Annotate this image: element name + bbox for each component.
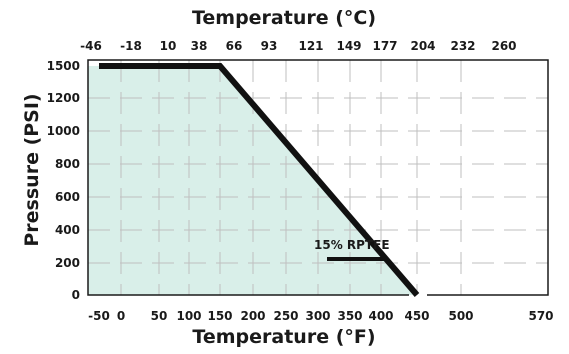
x-axis-ticks: -50 0 50 100 150 200 250 300 350 400 450 500 570 xyxy=(88,309,553,323)
x-tick-label: 100 xyxy=(176,309,201,323)
x-tick-label: 0 xyxy=(117,309,125,323)
top-tick-label: 93 xyxy=(261,39,278,53)
x-axis-title: Temperature (°F) xyxy=(192,326,375,348)
top-tick-label: 38 xyxy=(191,39,208,53)
top-axis-ticks: -46 -18 10 38 66 93 121 149 177 204 232 260 xyxy=(80,39,516,53)
x-tick-label: 450 xyxy=(404,309,429,323)
legend: 15% RPTFE xyxy=(314,238,390,261)
y-tick-label: 800 xyxy=(55,157,80,171)
plot-frame xyxy=(87,59,549,296)
series-line-15-rptfe xyxy=(99,63,420,297)
top-tick-label: 204 xyxy=(410,39,435,53)
top-tick-label: 121 xyxy=(298,39,323,53)
x-tick-label: 350 xyxy=(337,309,362,323)
x-tick-label: 570 xyxy=(528,309,553,323)
top-tick-label: 10 xyxy=(160,39,177,53)
top-tick-label: 177 xyxy=(372,39,397,53)
y-tick-label: 1000 xyxy=(47,124,80,138)
envelope-fill xyxy=(88,66,417,295)
top-tick-label: 260 xyxy=(491,39,516,53)
x-tick-label: 200 xyxy=(240,309,265,323)
x-tick-label: -50 xyxy=(88,309,110,323)
legend-label: 15% RPTFE xyxy=(314,238,390,252)
y-axis-ticks: 0 200 400 600 800 1000 1200 1500 xyxy=(47,59,80,302)
y-tick-label: 400 xyxy=(55,223,80,237)
y-tick-label: 1200 xyxy=(47,91,80,105)
top-tick-label: -18 xyxy=(120,39,142,53)
x-tick-label: 150 xyxy=(207,309,232,323)
y-tick-label: 600 xyxy=(55,190,80,204)
y-tick-label: 200 xyxy=(55,256,80,270)
x-tick-label: 50 xyxy=(151,309,168,323)
top-tick-label: 232 xyxy=(450,39,475,53)
y-tick-label: 0 xyxy=(72,288,80,302)
top-tick-label: 66 xyxy=(226,39,243,53)
x-tick-label: 500 xyxy=(448,309,473,323)
top-tick-label: 149 xyxy=(336,39,361,53)
x-tick-label: 250 xyxy=(273,309,298,323)
top-axis-title: Temperature (°C) xyxy=(192,7,376,29)
top-tick-label: -46 xyxy=(80,39,102,53)
y-axis-title: Pressure (PSI) xyxy=(21,93,43,246)
y-tick-label: 1500 xyxy=(47,59,80,73)
x-tick-label: 300 xyxy=(305,309,330,323)
plot-area xyxy=(87,59,549,297)
x-tick-label: 400 xyxy=(368,309,393,323)
